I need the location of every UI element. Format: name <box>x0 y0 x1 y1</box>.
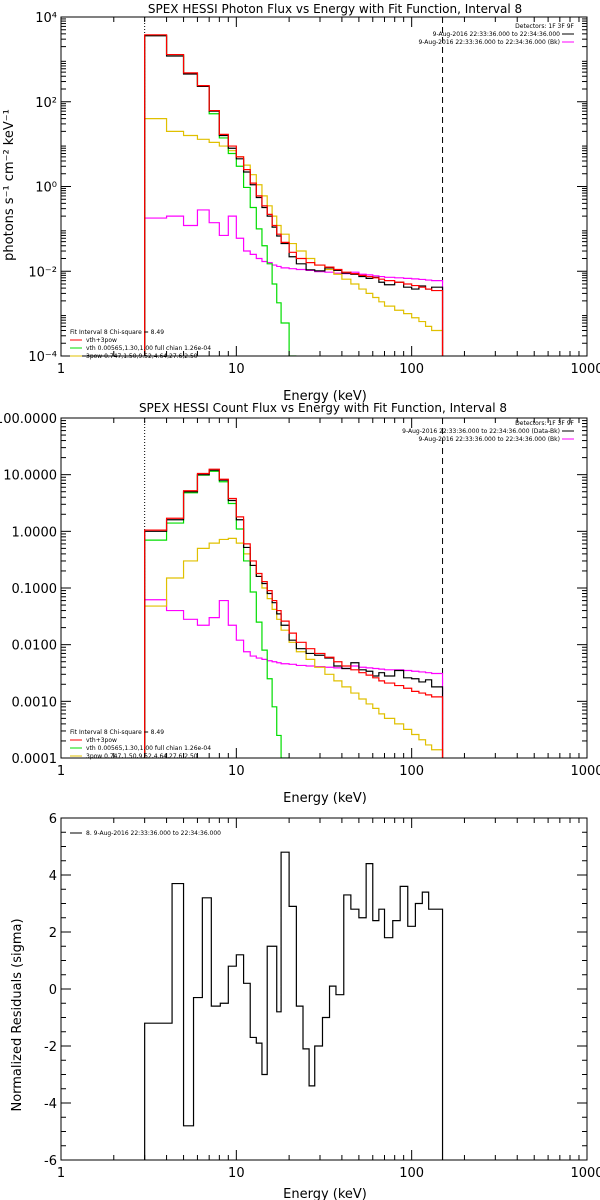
count-fit-info: Fit Interval 8 Chi-square = 8.49 <box>70 729 164 736</box>
x-tick-label: 1 <box>57 1166 65 1181</box>
series-vth-3pow <box>144 468 444 758</box>
residuals-legend: 8. 9-Aug-2016 22:33:36.000 to 22:34:36.0… <box>86 830 221 837</box>
series-vth <box>144 34 297 356</box>
count-flux-panel: SPEX HESSI Count Flux vs Energy with Fit… <box>0 401 600 806</box>
photon-flux-plot-area: 1 10 100 1000 10⁻⁴ 10⁻² 10⁰ 10² 10⁴ <box>28 11 600 377</box>
photon-legend-vth: vth 0.00565,1.30,1.00 full chian 1.26e-0… <box>86 345 211 352</box>
residuals-ylabel: Normalized Residuals (sigma) <box>10 918 25 1111</box>
count-legend-vth: vth 0.00565,1.30,1.00 full chian 1.26e-0… <box>86 745 211 752</box>
photon-panel-title: SPEX HESSI Photon Flux vs Energy with Fi… <box>148 2 522 16</box>
plot-frame <box>60 417 588 759</box>
x-tick-label: 1 <box>57 764 65 779</box>
y-tick-label: 10.0000 <box>3 469 57 484</box>
y-tick-label: 10⁻² <box>28 265 57 280</box>
x-tick-label: 100 <box>399 1166 424 1181</box>
photon-legend-detectors: Detectors: 1F 3F 9F <box>515 23 574 30</box>
x-tick-label: 100 <box>399 764 424 779</box>
count-legend-3pow: 3pow 0.747,1.50,9.52,4.64,27.6,2.50 <box>86 753 198 760</box>
y-tick-label: 1.0000 <box>12 525 58 540</box>
count-panel-title: SPEX HESSI Count Flux vs Energy with Fit… <box>139 401 507 415</box>
photon-legend-bottom-left: Fit Interval 8 Chi-square = 8.49 vth+3po… <box>70 329 211 360</box>
y-tick-label: 0.0010 <box>12 695 58 710</box>
series-residuals <box>144 851 444 1160</box>
count-legend-total: vth+3pow <box>86 737 117 744</box>
y-tick-label: 6 <box>49 812 57 827</box>
count-legend-data: 9-Aug-2016 22:33:36.000 to 22:34:36.000 … <box>402 428 560 435</box>
series-vth <box>144 470 290 758</box>
photon-legend-data: 9-Aug-2016 22:33:36.000 to 22:34:36.000 <box>433 31 561 38</box>
y-tick-label: 10⁻⁴ <box>28 350 57 365</box>
x-tick-label: 10 <box>228 764 245 779</box>
count-legend-top-right: Detectors: 1F 3F 9F 9-Aug-2016 22:33:36.… <box>402 420 574 443</box>
x-tick-label: 1 <box>57 362 65 377</box>
y-tick-label: 10² <box>35 96 57 111</box>
photon-flux-panel: SPEX HESSI Photon Flux vs Energy with Fi… <box>2 2 600 404</box>
photon-fit-info: Fit Interval 8 Chi-square = 8.49 <box>70 329 164 336</box>
photon-legend-bk: 9-Aug-2016 22:33:36.000 to 22:34:36.000 … <box>418 39 560 46</box>
count-legend-bk: 9-Aug-2016 22:33:36.000 to 22:34:36.000 … <box>418 436 560 443</box>
residuals-plot-area: 1 10 100 1000 -6 -4 -2 0 2 4 6 <box>44 812 600 1181</box>
series-data <box>144 469 444 758</box>
series-background <box>144 209 444 356</box>
y-tick-label: -4 <box>44 1097 57 1112</box>
photon-legend-3pow: 3pow 0.747,1.50,9.52,4.64,27.6,2.50 <box>86 353 198 360</box>
x-tick-label: 1000 <box>570 764 600 779</box>
photon-legend-total: vth+3pow <box>86 337 117 344</box>
y-tick-label: -6 <box>44 1154 57 1169</box>
series-data <box>144 35 444 356</box>
count-panel-xlabel: Energy (keV) <box>283 791 367 806</box>
x-tick-label: 10 <box>228 1166 245 1181</box>
x-tick-label: 100 <box>399 362 424 377</box>
x-tick-label: 10 <box>228 362 245 377</box>
photon-legend-top-right: Detectors: 1F 3F 9F 9-Aug-2016 22:33:36.… <box>418 23 574 46</box>
y-tick-label: -2 <box>44 1040 57 1055</box>
y-tick-label: 0.0001 <box>12 752 58 767</box>
series-background <box>144 599 444 758</box>
residuals-panel: Normalized Residuals (sigma) Energy (keV… <box>10 812 600 1200</box>
y-tick-label: 10⁴ <box>35 11 57 26</box>
x-tick-label: 1000 <box>570 1166 600 1181</box>
plot-frame <box>60 817 588 1161</box>
photon-panel-xlabel: Energy (keV) <box>283 389 367 404</box>
y-tick-label: 0 <box>49 983 57 998</box>
y-tick-label: 0.0100 <box>12 639 58 654</box>
x-tick-label: 1000 <box>570 362 600 377</box>
series-vth-3pow <box>144 34 444 356</box>
series-3pow <box>144 118 444 356</box>
count-legend-detectors: Detectors: 1F 3F 9F <box>515 420 574 427</box>
plot-frame <box>60 16 588 357</box>
y-tick-label: 2 <box>49 926 57 941</box>
y-tick-label: 4 <box>49 869 57 884</box>
y-tick-label: 100.0000 <box>0 412 57 427</box>
y-tick-label: 10⁰ <box>35 181 57 196</box>
photon-panel-ylabel: photons s⁻¹ cm⁻² keV⁻¹ <box>2 109 17 261</box>
count-flux-plot-area: 1 10 100 1000 0.0001 0.0010 0.0100 0.1000 1.0000… <box>0 412 600 779</box>
residuals-xlabel: Energy (keV) <box>283 1187 367 1200</box>
count-legend-bottom-left: Fit Interval 8 Chi-square = 8.49 vth+3po… <box>70 729 211 760</box>
y-tick-label: 0.1000 <box>12 582 58 597</box>
series-3pow <box>144 537 444 758</box>
